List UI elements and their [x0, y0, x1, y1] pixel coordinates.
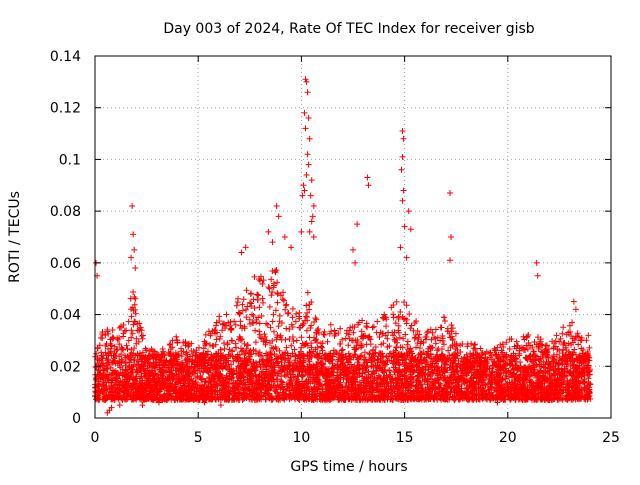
data-point — [391, 314, 397, 320]
data-point — [268, 276, 274, 282]
data-point — [128, 327, 134, 333]
data-point — [383, 323, 389, 329]
data-point — [307, 334, 313, 340]
data-point — [390, 332, 396, 338]
data-point — [270, 319, 276, 325]
data-point — [256, 328, 262, 334]
data-point — [251, 313, 257, 319]
data-point — [277, 313, 283, 319]
data-point — [296, 310, 302, 316]
data-point — [216, 313, 222, 319]
data-point — [404, 342, 410, 348]
data-point — [293, 311, 299, 317]
data-point — [237, 318, 243, 324]
data-point — [390, 311, 396, 317]
data-point — [243, 307, 249, 313]
data-point — [130, 331, 136, 337]
data-point — [303, 303, 309, 309]
data-point — [394, 299, 400, 305]
data-point — [384, 336, 390, 342]
points-layer — [92, 76, 593, 416]
data-point — [370, 324, 376, 330]
data-point — [405, 338, 411, 344]
data-point — [387, 368, 393, 374]
data-point — [223, 311, 229, 317]
data-point — [245, 342, 251, 348]
data-point — [401, 299, 407, 305]
data-point — [214, 320, 220, 326]
data-point — [397, 335, 403, 341]
data-point — [266, 285, 272, 291]
data-point — [201, 345, 207, 351]
chart-title: Day 003 of 2024, Rate Of TEC Index for r… — [163, 21, 534, 37]
data-point — [110, 335, 116, 341]
data-point — [328, 322, 334, 328]
data-point — [268, 325, 274, 331]
data-point — [173, 334, 179, 340]
data-point — [554, 332, 560, 338]
data-point — [274, 279, 280, 285]
data-point — [244, 287, 250, 293]
data-point — [324, 339, 330, 345]
data-point — [98, 335, 104, 341]
data-point — [542, 364, 548, 370]
data-point — [125, 346, 131, 352]
data-point — [345, 342, 351, 348]
data-point — [139, 333, 145, 339]
data-point — [282, 307, 288, 313]
data-point — [560, 324, 566, 330]
data-point — [214, 336, 220, 342]
data-point — [340, 347, 346, 353]
data-point — [256, 304, 262, 310]
data-point — [241, 296, 247, 302]
data-point — [393, 320, 399, 326]
data-point — [126, 319, 132, 325]
data-point — [371, 324, 377, 330]
data-point — [377, 334, 383, 340]
data-point — [312, 315, 318, 321]
data-point — [366, 334, 372, 340]
data-point — [293, 319, 299, 325]
data-point — [406, 311, 412, 317]
data-point — [306, 357, 312, 363]
data-point — [276, 323, 282, 329]
data-point — [259, 296, 265, 302]
data-point — [343, 335, 349, 341]
data-point — [289, 314, 295, 320]
data-point — [448, 322, 454, 328]
data-point — [261, 331, 267, 337]
data-point — [404, 302, 410, 308]
data-point — [233, 322, 239, 328]
data-point — [259, 313, 265, 319]
data-point — [285, 311, 291, 317]
data-point — [129, 313, 135, 319]
data-point — [433, 341, 439, 347]
data-point — [268, 292, 274, 298]
data-point — [374, 319, 380, 325]
data-point — [130, 289, 136, 295]
data-point — [290, 306, 296, 312]
data-point — [140, 332, 146, 338]
data-point — [260, 300, 266, 306]
